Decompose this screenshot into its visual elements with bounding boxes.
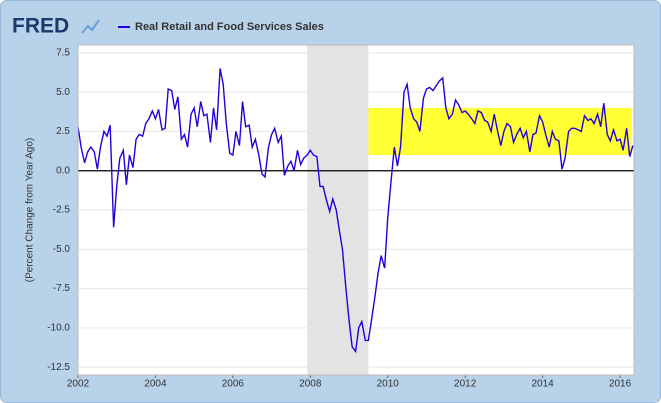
y-tick-label: -5.0 xyxy=(53,244,71,255)
y-tick-label: 5.0 xyxy=(56,87,70,98)
x-tick-label: 2008 xyxy=(299,379,322,390)
plot-border xyxy=(77,44,635,376)
y-tick-label: -10.0 xyxy=(47,322,70,333)
logo: FRED xyxy=(12,15,69,38)
y-tick-label: -7.5 xyxy=(53,283,71,294)
x-tick-label: 2012 xyxy=(454,379,477,390)
highlight-box xyxy=(368,107,632,155)
legend-label: Real Retail and Food Services Sales xyxy=(135,21,324,33)
x-tick-label: 2004 xyxy=(144,379,167,390)
series-line xyxy=(77,68,634,354)
x-tick-label: 2016 xyxy=(609,379,632,390)
x-tick-label: 2002 xyxy=(67,379,90,390)
y-tick-label: -2.5 xyxy=(53,205,71,216)
logo-icon xyxy=(81,19,100,34)
y-tick-label: -12.5 xyxy=(47,362,70,373)
y-tick-label: 2.5 xyxy=(56,126,70,137)
y-axis-label: (Percent Change from Year Ago) xyxy=(25,138,36,283)
x-tick-label: 2010 xyxy=(377,379,400,390)
x-tick-label: 2006 xyxy=(222,379,245,390)
y-tick-label: 0.0 xyxy=(56,165,70,176)
x-tick-label: 2014 xyxy=(531,379,554,390)
y-tick-label: 7.5 xyxy=(56,47,70,58)
